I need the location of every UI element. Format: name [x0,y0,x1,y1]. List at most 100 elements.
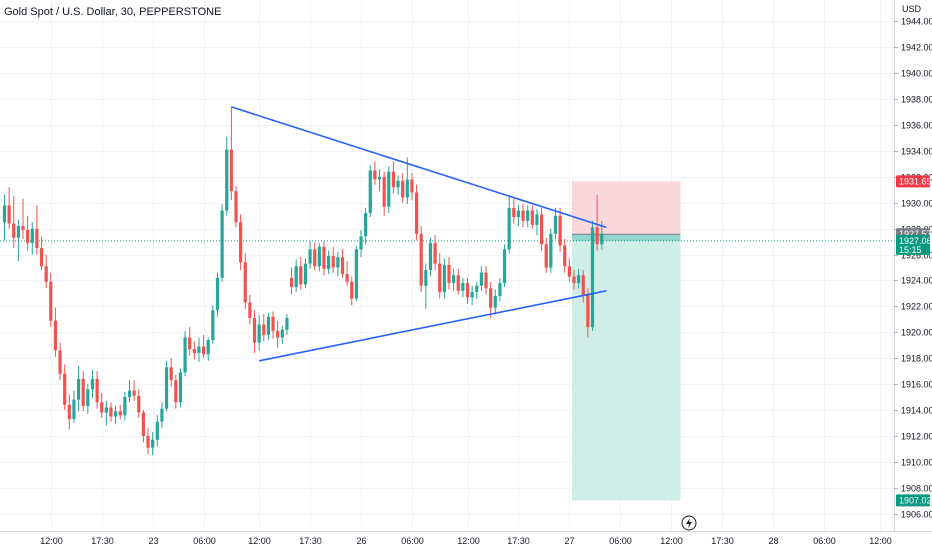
candle-body [350,281,354,299]
candle-body [58,350,62,374]
candle-body [331,255,335,268]
candle-body [586,294,590,328]
candle-body [188,337,192,350]
candle-body [577,275,581,284]
candle-body [447,264,451,284]
candle-body [206,340,210,355]
candle-body [294,266,298,287]
price-axis[interactable]: 1906.00 1908.00 1910.00 1912.00 1914.00 1916.… [894,17,932,520]
candle-body [100,402,104,413]
stop-price-tag-bg [896,175,930,188]
price-tick-label: 1936.00 [901,121,932,131]
take-profit-zone[interactable] [571,234,681,501]
candle-body [266,316,271,335]
candle-body [382,176,386,207]
time-tick-label: 17:30 [711,536,734,546]
target-price-tag-bg [896,494,930,507]
candle-body [456,275,460,291]
candle-body [502,249,507,284]
candle-body [442,264,446,293]
candle-body [76,378,81,400]
candle-body [174,380,178,403]
candle-body [410,179,414,193]
price-tick-label: 1938.00 [901,95,932,105]
candle-body [16,226,20,238]
candle-body [493,296,497,308]
candle-body [239,222,243,263]
price-tick-label: 1910.00 [901,458,932,468]
candle-body [243,262,247,303]
candle-body [405,179,409,198]
candle-body [280,329,284,338]
position-tool[interactable] [0,181,894,501]
candle-body [192,349,196,354]
candle-body [257,324,261,343]
candle-body [595,227,599,245]
time-tick-label: 12:00 [660,536,683,546]
candle-body [155,421,159,440]
candle-body [109,407,113,417]
candle-body [271,316,275,331]
trendlines[interactable] [231,106,607,362]
price-tick-label: 1930.00 [901,199,932,209]
stop-loss-zone[interactable] [571,181,681,235]
last-price-tag-countdown: 15:15 [899,245,922,255]
time-tick-label: 17:30 [507,536,530,546]
candle-body [563,245,567,267]
candle-body [387,171,391,207]
candle-body [327,255,331,269]
candle-body [262,324,266,335]
candle-body [461,283,465,291]
candle-body [345,274,349,282]
candle-body [95,378,99,403]
candle-body [151,439,155,448]
candle-body [590,227,595,328]
price-tick-label: 1914.00 [901,406,932,416]
target-price-tag: 1907.02 [899,495,932,505]
candle-body [396,180,400,188]
candle-body [549,233,553,268]
candle-body [35,228,39,249]
candle-body [322,246,326,269]
candle-body [600,233,604,245]
candle-body [414,192,419,234]
candle-body [234,191,238,223]
candle-body [539,214,544,245]
candle-body [340,257,345,274]
time-tick-label: 12:00 [40,536,63,546]
candle-body [489,288,493,308]
candle-body [401,180,405,198]
candle-body [201,346,206,355]
candle-body [160,408,164,422]
candle-body [146,435,150,448]
time-axis[interactable]: 12:00 17:30 23 06:00 12:00 17:30 26 06:00 12:00 1… [40,536,892,546]
candle-body [498,283,502,297]
candle-body [516,210,521,218]
candle-body [220,210,224,278]
candle-body [53,320,58,351]
candle-body [164,367,169,409]
candle-body [2,205,7,223]
candle-body [336,257,340,268]
stop-price-tag: 1931.65 [899,176,932,186]
currency-label: USD [902,4,922,14]
candle-body [475,285,479,293]
lower-trendline[interactable] [258,290,607,362]
candle-body [377,176,382,180]
candle-body [12,223,16,238]
candle-body [391,171,396,188]
candle-body [521,210,525,221]
replay-button[interactable] [681,515,697,531]
price-tick-label: 1916.00 [901,380,932,390]
price-tick-label: 1924.00 [901,276,932,286]
time-tick-label: 12:00 [248,536,271,546]
candle-body [354,249,358,299]
upper-trendline[interactable] [231,106,607,229]
candle-body [132,390,136,396]
candle-body [169,367,173,381]
candle-body [530,210,534,225]
candle-body [581,275,585,295]
candle-body [252,318,257,343]
candle-body [7,205,11,224]
